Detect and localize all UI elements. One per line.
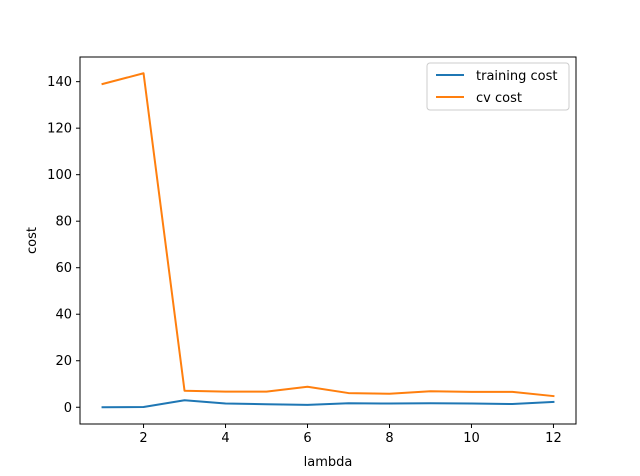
y-tick-label: 80 [55,215,72,230]
y-tick-label: 20 [55,354,72,369]
legend-label-training-cost: training cost [476,69,557,84]
y-tick-label: 60 [55,261,72,276]
y-axis-label: cost [25,227,40,254]
x-tick-label: 4 [221,431,229,446]
plot-series-layer [101,72,555,409]
y-tick-label: 100 [47,168,72,183]
y-tick-label: 140 [47,75,72,90]
x-tick-label: 6 [303,431,311,446]
x-tick-label: 12 [545,431,562,446]
series-line-cv-cost [101,72,555,398]
y-tick-label: 120 [47,122,72,137]
plot-area-frame [79,56,577,425]
x-tick-label: 8 [385,431,393,446]
y-tick-label: 40 [55,308,72,323]
x-axis-label: lambda [304,455,353,470]
x-tick-label: 10 [463,431,480,446]
y-axis: 0 20 40 60 80 100 120 140 [47,75,80,416]
x-tick-label: 2 [139,431,147,446]
series-line-training-cost [101,399,555,409]
x-axis: 2 4 6 8 10 12 [139,424,562,446]
legend: training cost cv cost [426,62,570,111]
y-tick-label: 0 [64,401,72,416]
legend-label-cv-cost: cv cost [476,91,522,106]
